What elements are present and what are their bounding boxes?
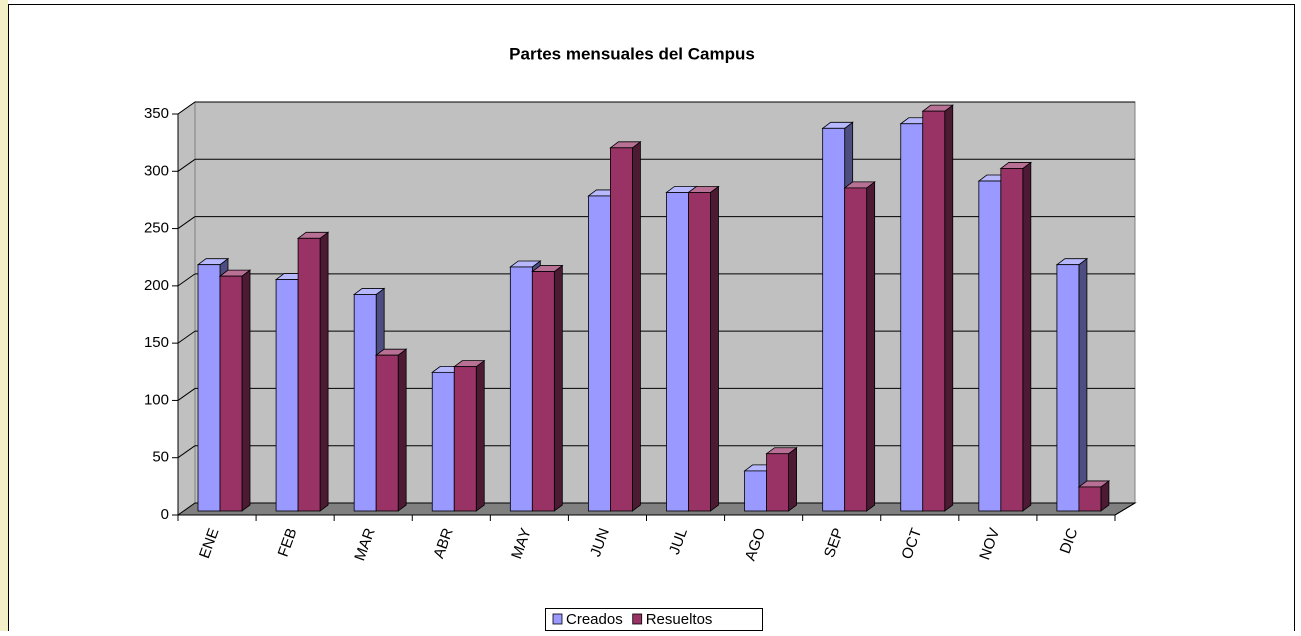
y-tick-label: 300 — [144, 162, 169, 179]
bar — [218, 269, 252, 512]
y-tick-label: 250 — [144, 220, 169, 237]
y-tick-label: 0 — [161, 506, 169, 523]
grid-line-side — [177, 388, 196, 401]
y-tick-label: 50 — [152, 449, 169, 466]
bar-side — [397, 348, 407, 512]
bar — [531, 264, 564, 512]
bar-front — [922, 110, 946, 512]
bar — [921, 104, 954, 512]
bar-front — [900, 123, 924, 512]
grid-line-side — [177, 273, 196, 287]
bar-front — [978, 180, 1002, 512]
grid-line-side — [177, 101, 196, 115]
bar — [453, 359, 486, 512]
bar-side — [632, 141, 641, 512]
bar-front — [744, 470, 767, 512]
bar-front — [531, 271, 555, 512]
legend-swatch — [552, 613, 563, 625]
y-tick-label: 350 — [144, 105, 169, 122]
bar-front — [275, 279, 299, 512]
bar-front — [1078, 486, 1102, 512]
bar-side — [241, 269, 251, 512]
bar-front — [844, 187, 868, 512]
bar-front — [375, 354, 399, 512]
bar — [765, 446, 798, 512]
grid-line-side — [177, 216, 196, 229]
bar — [609, 141, 642, 512]
bar-front — [766, 453, 789, 512]
bar-side — [788, 446, 797, 512]
legend-label: Creados — [566, 611, 623, 628]
bar-front — [353, 294, 377, 512]
bar-front — [688, 192, 711, 512]
bar — [999, 161, 1033, 512]
bar-front — [666, 192, 689, 512]
legend-label: Resueltos — [646, 611, 713, 628]
bar — [687, 185, 720, 512]
chart-title: Partes mensuales del Campus — [509, 44, 755, 63]
bar-front — [297, 237, 321, 512]
bar — [296, 231, 330, 512]
x-axis-end — [1114, 502, 1136, 516]
y-tick-label: 100 — [144, 391, 169, 408]
bar-front — [219, 275, 243, 512]
grid-line-side — [177, 330, 196, 344]
bar-front — [453, 366, 477, 512]
bar-front — [431, 371, 455, 512]
bar-side — [1078, 257, 1088, 512]
legend-swatch — [632, 613, 643, 625]
grid-line-side — [177, 158, 196, 172]
bar — [1055, 257, 1089, 512]
bar-side — [475, 359, 485, 512]
legend: Creados Resueltos — [545, 608, 763, 631]
side-strip — [0, 0, 8, 631]
bar-side — [710, 185, 719, 512]
bar-front — [588, 195, 611, 512]
bar-side — [553, 264, 563, 512]
bar-side — [944, 104, 954, 512]
bar-front — [1000, 168, 1024, 512]
grid-line-side — [177, 445, 196, 459]
y-tick-label: 150 — [144, 334, 169, 351]
bar — [843, 181, 876, 512]
bar-front — [822, 127, 846, 512]
y-tick-label: 200 — [144, 277, 169, 294]
bar-front — [509, 266, 533, 512]
bar-side — [319, 231, 329, 512]
bar-side — [866, 181, 876, 512]
bar-front — [197, 264, 221, 512]
bar-front — [610, 147, 633, 512]
bar-side — [1022, 161, 1032, 512]
bar — [1077, 480, 1111, 512]
bar — [374, 348, 408, 512]
bar-front — [1056, 264, 1080, 512]
side-wall — [177, 101, 196, 516]
